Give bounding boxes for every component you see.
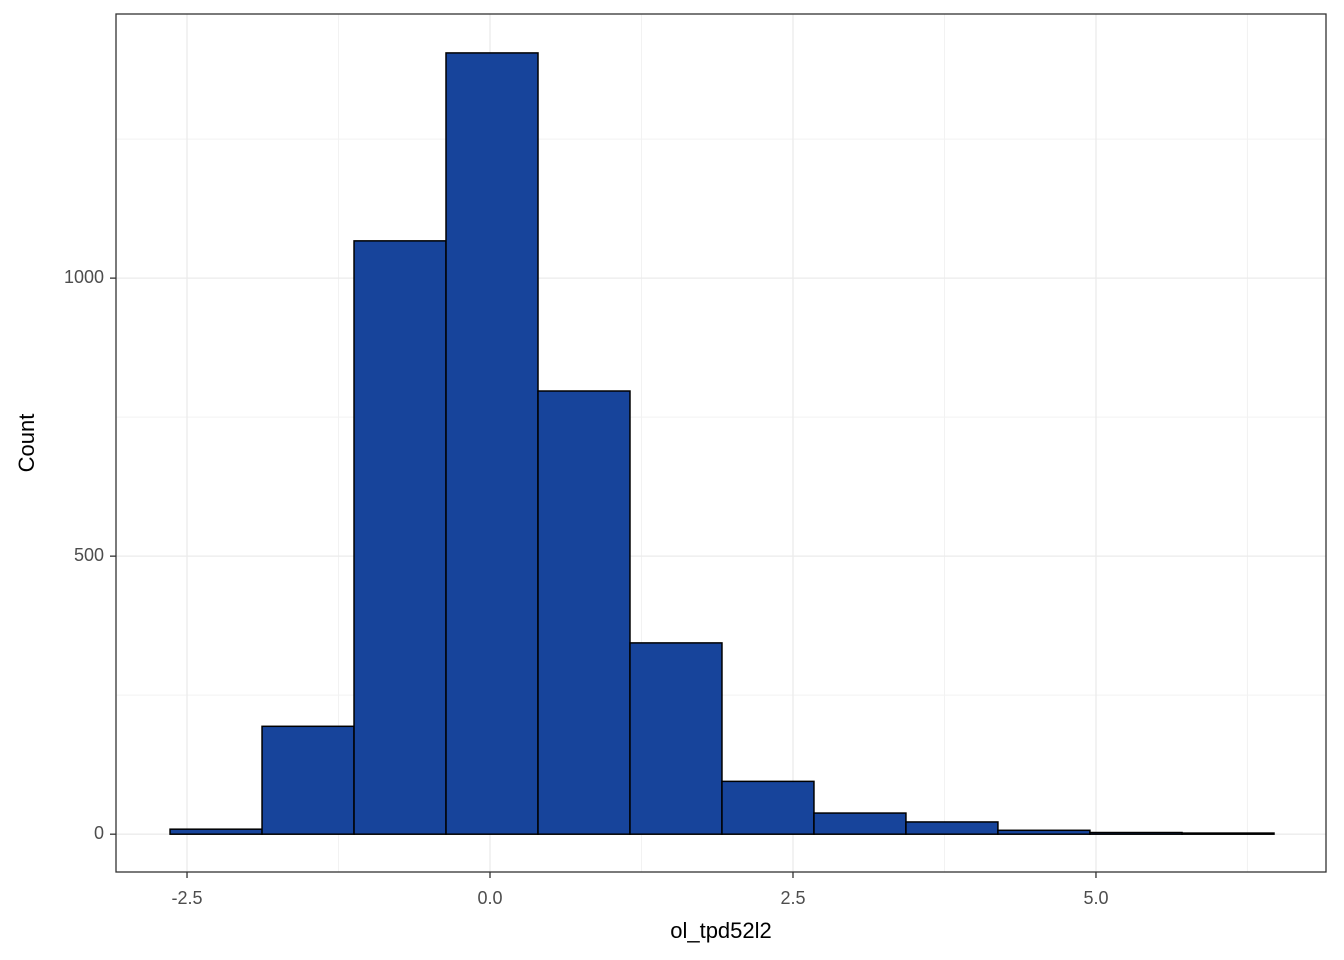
x-tick-label: 2.5 <box>780 888 805 908</box>
bar <box>813 812 907 835</box>
bar <box>353 240 447 835</box>
y-axis-title: Count <box>14 414 39 473</box>
x-tick-label: 0.0 <box>477 888 502 908</box>
bar <box>169 828 263 835</box>
x-tick-label: 5.0 <box>1083 888 1108 908</box>
bar <box>1089 831 1183 835</box>
bar <box>261 725 355 835</box>
bar <box>905 821 999 835</box>
bar <box>1181 832 1275 835</box>
bar <box>997 829 1091 835</box>
bar <box>629 642 723 835</box>
y-tick-label: 1000 <box>64 267 104 287</box>
bar <box>537 390 631 835</box>
x-tick-label: -2.5 <box>172 888 203 908</box>
panel-border <box>115 13 1327 873</box>
y-tick-label: 0 <box>94 823 104 843</box>
x-axis-title: ol_tpd52l2 <box>670 918 772 943</box>
bar <box>445 52 539 835</box>
bar <box>721 780 815 835</box>
y-tick-label: 500 <box>74 545 104 565</box>
